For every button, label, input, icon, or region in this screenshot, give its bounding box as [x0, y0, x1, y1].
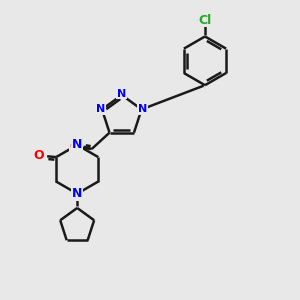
Text: N: N — [72, 138, 83, 152]
Text: N: N — [72, 187, 83, 200]
Text: O: O — [33, 149, 44, 162]
Text: Cl: Cl — [198, 14, 212, 27]
Text: N: N — [96, 104, 105, 114]
Text: O: O — [70, 140, 80, 153]
Text: N: N — [117, 88, 126, 98]
Text: N: N — [137, 104, 147, 114]
